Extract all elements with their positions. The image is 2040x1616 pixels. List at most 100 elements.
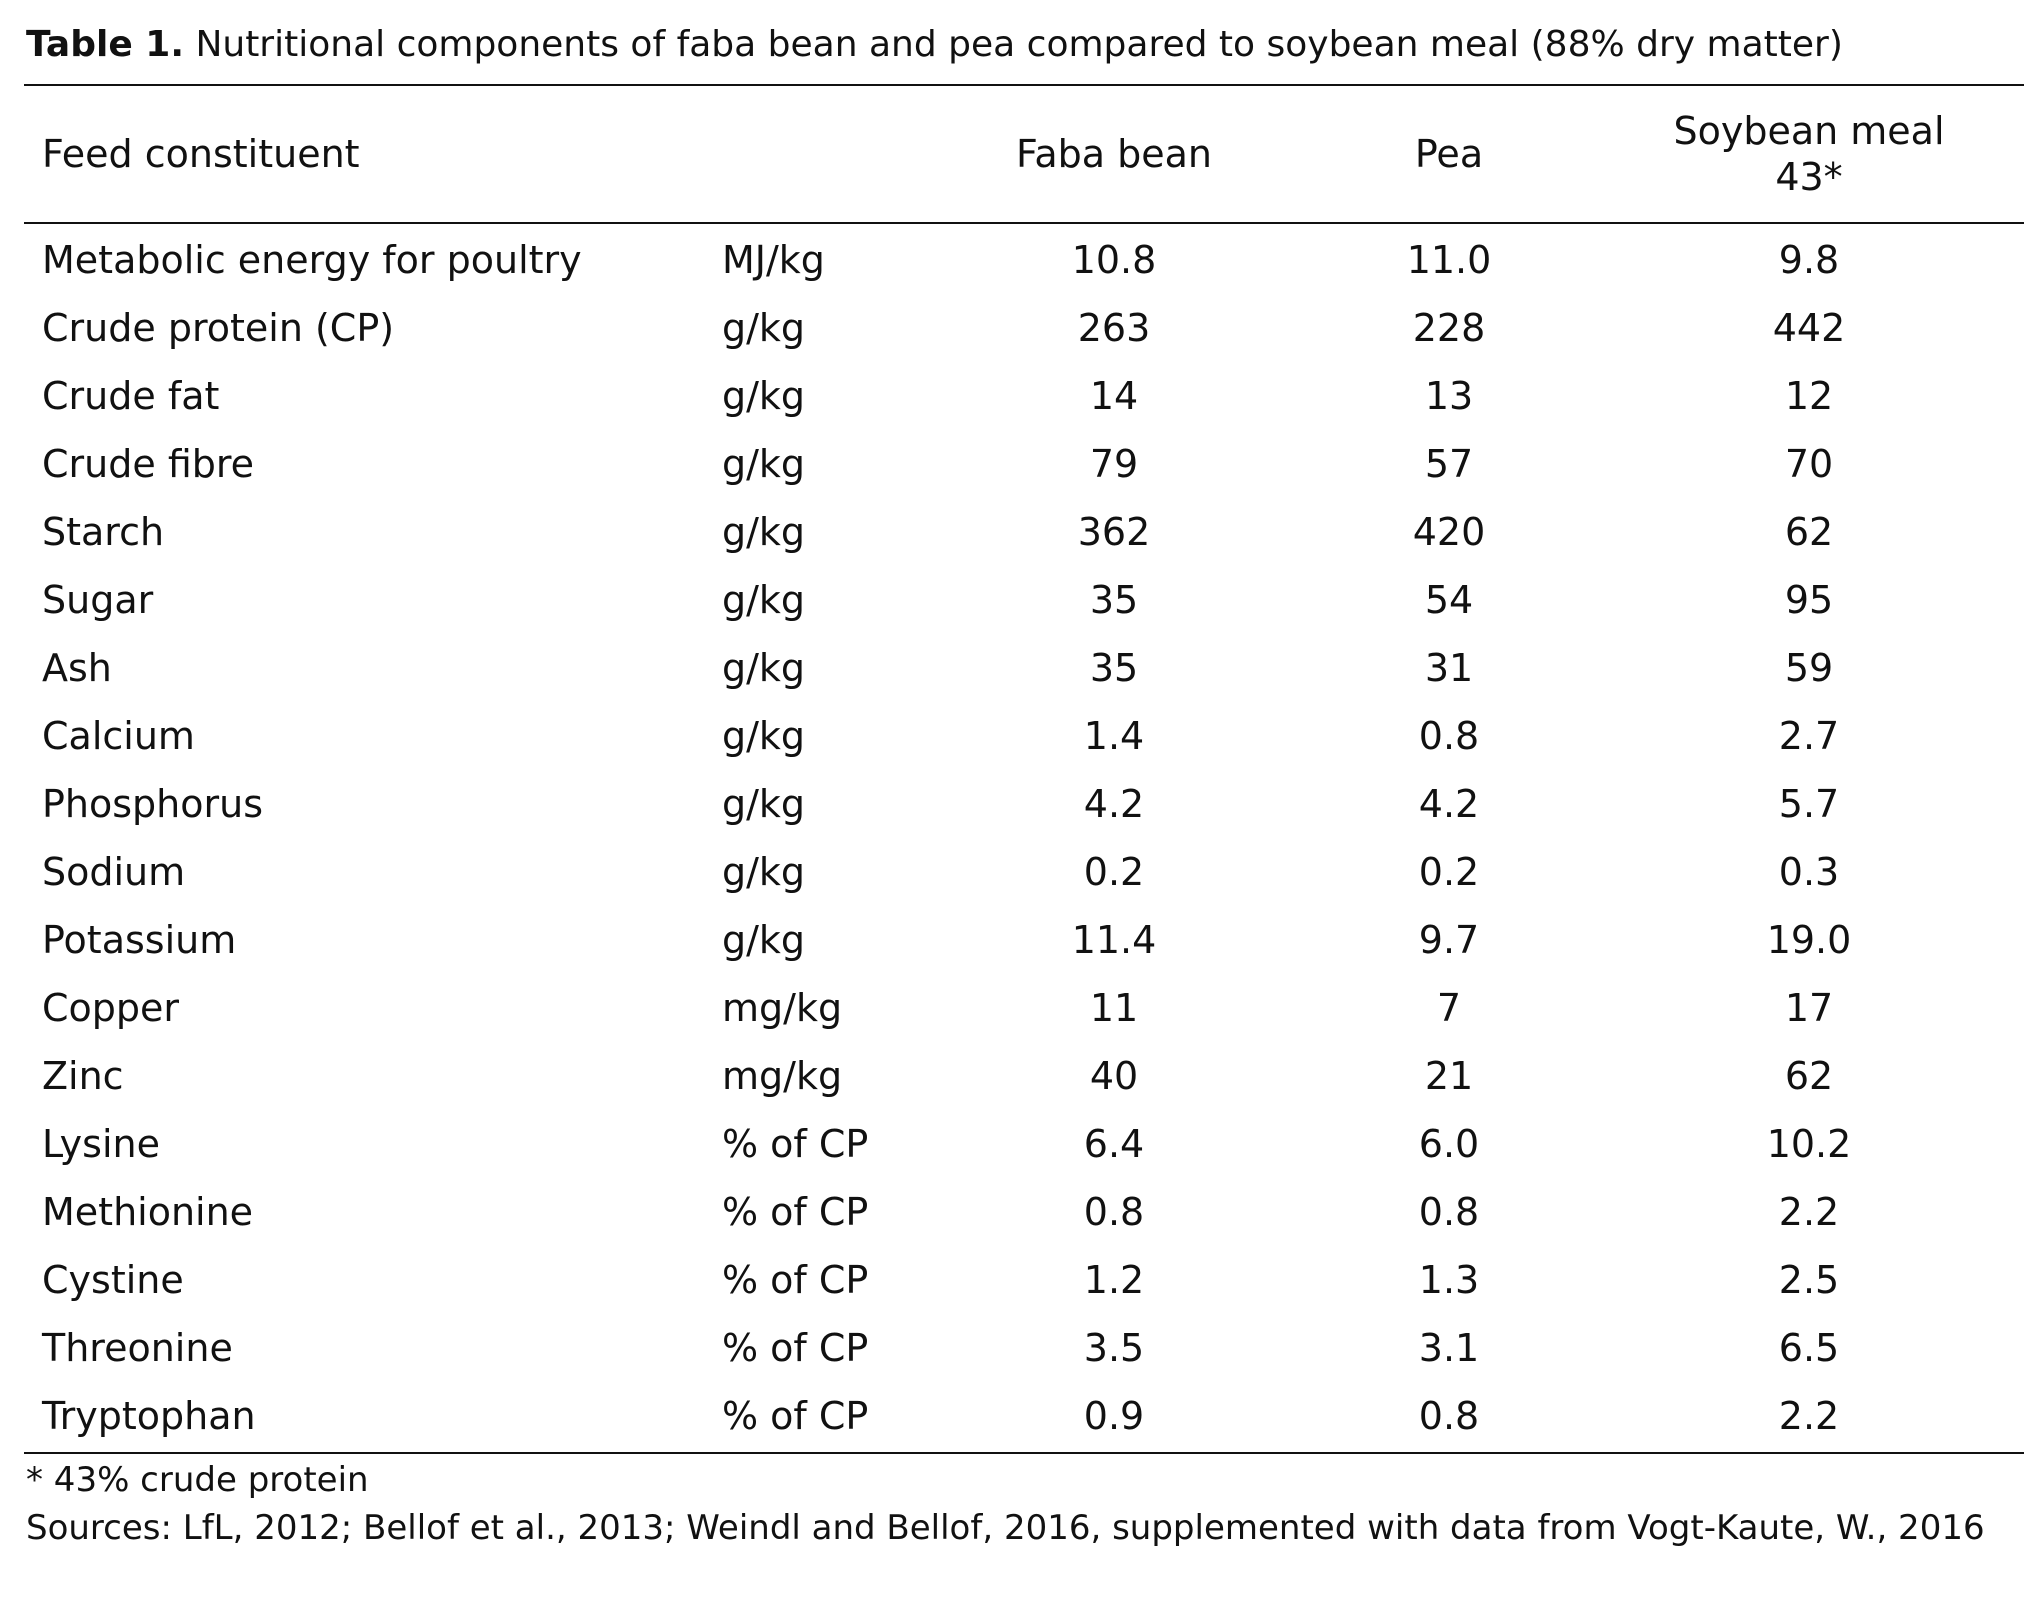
cell-unit: mg/kg	[722, 986, 843, 1030]
cell-constituent: Sugar	[42, 578, 154, 622]
table-row: Sodium g/kg 0.2 0.2 0.3	[24, 838, 2024, 906]
cell-faba-bean: 0.9	[1083, 1394, 1145, 1438]
caption-text: Nutritional components of faba bean and …	[184, 24, 1843, 65]
cell-soybean-meal: 2.2	[1778, 1190, 1840, 1234]
cell-pea: 57	[1424, 442, 1474, 486]
table-row: Phosphorus g/kg 4.2 4.2 5.7	[24, 770, 2024, 838]
cell-soybean-meal: 19.0	[1766, 918, 1852, 962]
cell-faba-bean: 362	[1077, 510, 1151, 554]
table-row: Copper mg/kg 11 7 17	[24, 974, 2024, 1042]
cell-faba-bean: 263	[1077, 306, 1151, 350]
header-row: Feed constituent Faba bean Pea Soybean m…	[24, 86, 2024, 224]
cell-faba-bean: 11	[1089, 986, 1139, 1030]
table-document: Table 1. Nutritional components of faba …	[24, 18, 2024, 1552]
cell-unit: g/kg	[722, 646, 806, 690]
cell-constituent: Lysine	[42, 1122, 160, 1166]
cell-pea: 3.1	[1418, 1326, 1480, 1370]
cell-pea: 4.2	[1418, 782, 1480, 826]
cell-soybean-meal: 17	[1784, 986, 1834, 1030]
cell-pea: 9.7	[1418, 918, 1480, 962]
cell-unit: MJ/kg	[722, 238, 825, 282]
table-row: Crude fat g/kg 14 13 12	[24, 362, 2024, 430]
header-pea: Pea	[1304, 86, 1594, 224]
table-body: Metabolic energy for poultry MJ/kg 10.8 11.…	[24, 223, 2024, 1450]
cell-faba-bean: 3.5	[1083, 1326, 1145, 1370]
table-row: Crude fibre g/kg 79 57 70	[24, 430, 2024, 498]
header-soybean-meal-line1: Soybean meal	[1673, 109, 1945, 153]
bottom-rule	[24, 1452, 2024, 1454]
header-soybean-meal-line2: 43*	[1775, 155, 1843, 199]
table-row: Ash g/kg 35 31 59	[24, 634, 2024, 702]
cell-soybean-meal: 95	[1784, 578, 1834, 622]
table-row: Lysine % of CP 6.4 6.0 10.2	[24, 1110, 2024, 1178]
cell-pea: 0.8	[1418, 1190, 1480, 1234]
header-unit	[704, 86, 924, 224]
cell-pea: 11.0	[1406, 238, 1492, 282]
cell-soybean-meal: 59	[1784, 646, 1834, 690]
cell-pea: 13	[1424, 374, 1474, 418]
cell-unit: g/kg	[722, 442, 806, 486]
cell-soybean-meal: 2.5	[1778, 1258, 1840, 1302]
cell-soybean-meal: 442	[1772, 306, 1846, 350]
cell-pea: 31	[1424, 646, 1474, 690]
table-notes: * 43% crude protein Sources: LfL, 2012; …	[24, 1456, 2024, 1552]
cell-faba-bean: 0.8	[1083, 1190, 1145, 1234]
cell-faba-bean: 35	[1089, 578, 1139, 622]
table-row: Metabolic energy for poultry MJ/kg 10.8 11.…	[24, 223, 2024, 294]
table-row: Zinc mg/kg 40 21 62	[24, 1042, 2024, 1110]
cell-faba-bean: 1.2	[1083, 1258, 1145, 1302]
header-faba-bean: Faba bean	[924, 86, 1304, 224]
table-row: Cystine % of CP 1.2 1.3 2.5	[24, 1246, 2024, 1314]
table-row: Threonine % of CP 3.5 3.1 6.5	[24, 1314, 2024, 1382]
cell-faba-bean: 1.4	[1083, 714, 1145, 758]
cell-pea: 1.3	[1418, 1258, 1480, 1302]
table-row: Potassium g/kg 11.4 9.7 19.0	[24, 906, 2024, 974]
cell-pea: 54	[1424, 578, 1474, 622]
table-caption: Table 1. Nutritional components of faba …	[24, 18, 2024, 72]
cell-soybean-meal: 6.5	[1778, 1326, 1840, 1370]
caption-label: Table 1.	[26, 24, 184, 65]
cell-unit: g/kg	[722, 374, 806, 418]
cell-unit: g/kg	[722, 510, 806, 554]
cell-unit: g/kg	[722, 306, 806, 350]
nutrition-table: Feed constituent Faba bean Pea Soybean m…	[24, 86, 2024, 1450]
cell-unit: g/kg	[722, 782, 806, 826]
cell-constituent: Ash	[42, 646, 112, 690]
cell-faba-bean: 40	[1089, 1054, 1139, 1098]
cell-soybean-meal: 70	[1784, 442, 1834, 486]
cell-soybean-meal: 12	[1784, 374, 1834, 418]
table-row: Crude protein (CP) g/kg 263 228 442	[24, 294, 2024, 362]
cell-constituent: Crude fibre	[42, 442, 255, 486]
table-row: Sugar g/kg 35 54 95	[24, 566, 2024, 634]
cell-unit: % of CP	[722, 1190, 869, 1234]
cell-pea: 21	[1424, 1054, 1474, 1098]
table-row: Tryptophan % of CP 0.9 0.8 2.2	[24, 1382, 2024, 1450]
table-row: Starch g/kg 362 420 62	[24, 498, 2024, 566]
cell-constituent: Copper	[42, 986, 180, 1030]
cell-unit: g/kg	[722, 918, 806, 962]
sources-note: Sources: LfL, 2012; Bellof et al., 2013;…	[26, 1508, 1985, 1548]
cell-unit: mg/kg	[722, 1054, 843, 1098]
cell-soybean-meal: 0.3	[1778, 850, 1840, 894]
cell-unit: % of CP	[722, 1326, 869, 1370]
cell-constituent: Sodium	[42, 850, 186, 894]
cell-unit: g/kg	[722, 714, 806, 758]
cell-unit: % of CP	[722, 1394, 869, 1438]
cell-pea: 6.0	[1418, 1122, 1480, 1166]
cell-constituent: Cystine	[42, 1258, 184, 1302]
cell-soybean-meal: 5.7	[1778, 782, 1840, 826]
header-feed-constituent: Feed constituent	[24, 86, 704, 224]
cell-constituent: Starch	[42, 510, 165, 554]
cell-pea: 228	[1412, 306, 1486, 350]
cell-pea: 0.8	[1418, 1394, 1480, 1438]
cell-faba-bean: 14	[1089, 374, 1139, 418]
table-row: Methionine % of CP 0.8 0.8 2.2	[24, 1178, 2024, 1246]
cell-constituent: Methionine	[42, 1190, 254, 1234]
cell-constituent: Crude fat	[42, 374, 220, 418]
cell-unit: % of CP	[722, 1258, 869, 1302]
cell-unit: g/kg	[722, 578, 806, 622]
cell-faba-bean: 35	[1089, 646, 1139, 690]
cell-constituent: Crude protein (CP)	[42, 306, 395, 350]
cell-constituent: Zinc	[42, 1054, 124, 1098]
table-row: Calcium g/kg 1.4 0.8 2.7	[24, 702, 2024, 770]
